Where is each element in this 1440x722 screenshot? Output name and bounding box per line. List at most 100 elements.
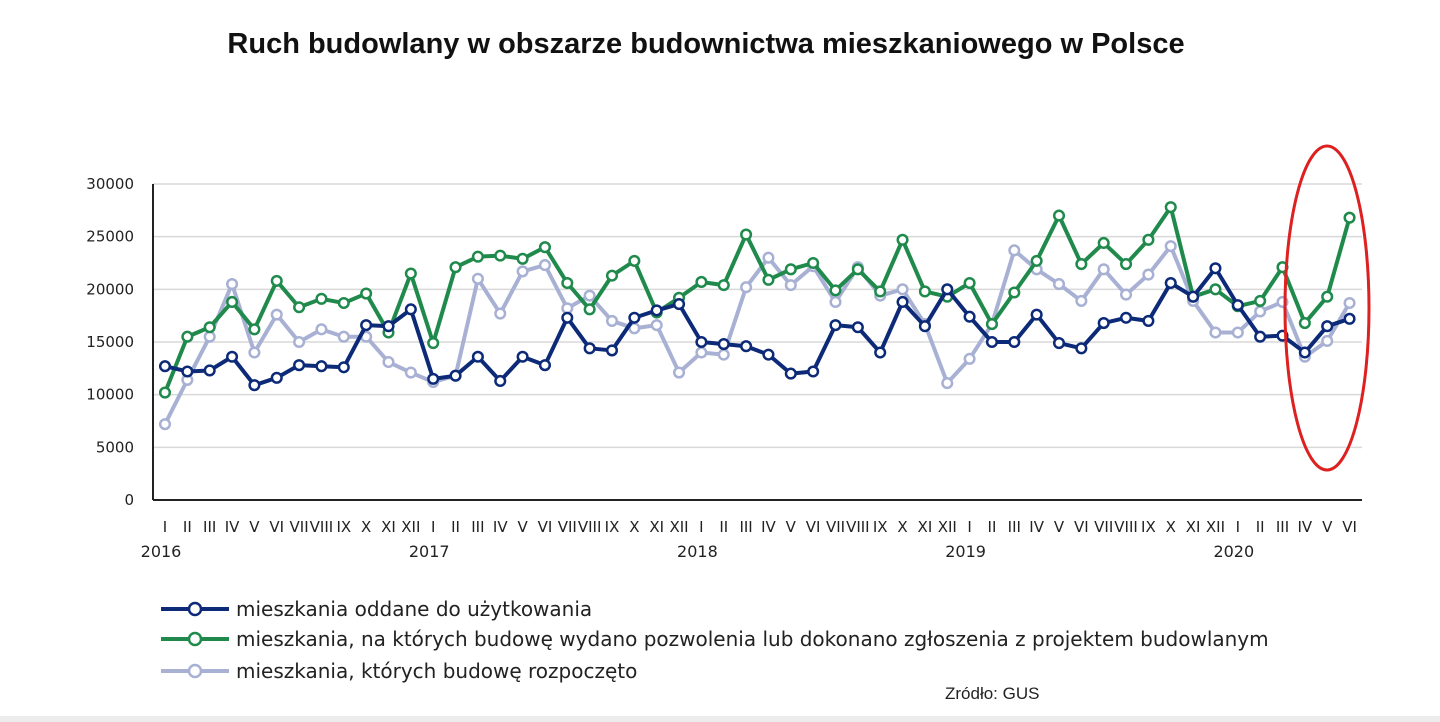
data-point	[538, 259, 552, 272]
series-0	[158, 262, 1356, 392]
x-tick-label: I	[967, 518, 971, 536]
data-point	[673, 366, 686, 379]
x-tick-label: II	[451, 518, 460, 536]
data-point	[226, 295, 239, 309]
data-point	[605, 314, 619, 327]
highlight-ellipse	[1283, 144, 1371, 472]
data-point	[963, 310, 976, 323]
data-point	[784, 263, 797, 276]
data-point	[1209, 283, 1222, 296]
data-point	[1321, 334, 1334, 347]
data-point	[293, 359, 306, 372]
data-point	[762, 348, 775, 361]
data-point	[1008, 244, 1021, 257]
data-point	[427, 372, 440, 385]
data-point	[561, 276, 574, 290]
x-tick-label: V	[1322, 518, 1333, 536]
data-point	[270, 274, 283, 287]
data-point	[360, 319, 373, 332]
x-axis: I II III IV V VI VII VIII IX X XI XII I II III IV V VI VII…	[141, 184, 1362, 561]
data-point	[158, 360, 172, 373]
data-point	[1008, 286, 1021, 299]
data-point	[203, 330, 216, 343]
y-axis: 0 5000 10000 15000 20000 25000 30000	[86, 175, 134, 509]
data-point	[829, 284, 842, 297]
x-tick-label: VII	[290, 518, 309, 536]
data-point	[516, 252, 529, 265]
data-point	[963, 276, 976, 290]
data-point	[985, 318, 999, 331]
data-point	[248, 379, 261, 392]
x-tick-label: IV	[225, 518, 240, 536]
data-point	[1030, 254, 1043, 267]
x-tick-label: IV	[1029, 518, 1044, 536]
data-point	[427, 337, 440, 350]
data-point	[315, 292, 328, 305]
data-point	[1097, 316, 1110, 330]
data-point	[762, 273, 775, 286]
data-point	[404, 366, 417, 379]
bottom-strip	[0, 716, 1440, 722]
x-tick-label: I	[699, 518, 703, 536]
x-tick-label: III	[203, 518, 216, 536]
data-point	[293, 301, 306, 314]
data-point	[650, 304, 663, 317]
data-point	[1209, 262, 1222, 275]
data-point	[226, 278, 239, 291]
data-point	[896, 283, 909, 296]
data-point	[1343, 211, 1356, 224]
x-tick-label: III	[1276, 518, 1289, 536]
y-tick-label: 10000	[86, 386, 134, 404]
data-point	[1052, 278, 1066, 291]
y-tick-label: 15000	[86, 333, 134, 351]
data-point	[583, 303, 596, 316]
legend-swatch-marker	[187, 631, 203, 647]
data-point	[650, 319, 663, 332]
data-point	[1209, 326, 1222, 339]
data-point	[985, 335, 999, 349]
x-tick-label: VIII	[310, 518, 334, 536]
data-point	[1343, 312, 1356, 325]
data-point	[337, 296, 350, 310]
data-point	[874, 285, 887, 298]
data-point	[494, 249, 507, 262]
data-point	[1254, 330, 1267, 343]
data-point	[494, 374, 507, 388]
data-point	[382, 320, 395, 333]
x-tick-label: II	[183, 518, 192, 536]
y-tick-label: 30000	[86, 175, 134, 193]
data-point	[583, 289, 596, 302]
data-point	[1298, 316, 1311, 330]
x-tick-label: VI	[538, 518, 553, 536]
legend-swatch-marker	[187, 663, 203, 679]
data-point	[1164, 276, 1177, 290]
data-point	[471, 350, 484, 363]
data-point	[404, 267, 417, 280]
x-tick-label: IV	[761, 518, 776, 536]
data-point	[315, 360, 328, 373]
data-point	[1164, 240, 1177, 253]
x-tick-label: III	[471, 518, 484, 536]
x-tick-label: IX	[336, 518, 351, 536]
x-tick-label: XII	[1206, 518, 1225, 536]
x-tick-label: II	[1256, 518, 1265, 536]
x-tick-label: IV	[1298, 518, 1313, 536]
series-1	[158, 201, 1356, 399]
x-tick-label: X	[629, 518, 639, 536]
data-point	[673, 298, 686, 311]
data-point	[1008, 335, 1021, 349]
x-tick-label: II	[988, 518, 997, 536]
data-point	[158, 386, 172, 399]
x-tick-label: III	[1008, 518, 1021, 536]
x-tick-label: X	[1166, 518, 1176, 536]
data-point	[203, 321, 216, 334]
data-point	[1343, 296, 1356, 310]
y-tick-label: 0	[124, 491, 134, 509]
data-point	[226, 350, 239, 363]
data-point	[449, 369, 462, 382]
legend: mieszkania oddane do użytkowania mieszkan…	[161, 597, 1269, 683]
x-tick-label: V	[249, 518, 260, 536]
y-tick-label: 25000	[86, 228, 134, 246]
data-point	[1075, 258, 1088, 271]
x-tick-label: XII	[401, 518, 420, 536]
